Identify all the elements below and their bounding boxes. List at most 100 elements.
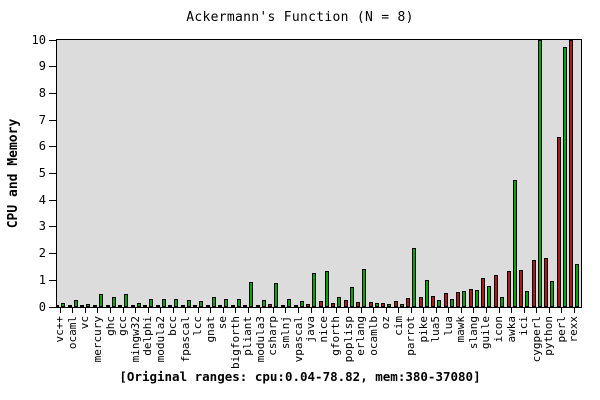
x-axis-label: python: [542, 316, 556, 356]
x-tick-mark: [135, 308, 137, 313]
x-tick-mark: [84, 308, 86, 313]
y-tick-mark: [49, 146, 56, 148]
cpu-bar: [474, 290, 479, 307]
x-axis-label: pike: [416, 316, 430, 343]
x-axis-label: mingw32: [128, 316, 142, 363]
x-axis-label: gforth: [329, 316, 343, 356]
cpu-bar: [399, 304, 404, 307]
x-tick-mark: [410, 308, 412, 313]
cpu-bar: [562, 47, 567, 307]
x-tick-mark: [260, 308, 262, 313]
y-tick-label: 6: [38, 139, 46, 154]
x-tick-mark: [172, 308, 174, 313]
memory-bar: [519, 270, 524, 307]
x-tick-mark: [272, 308, 274, 313]
x-axis-label: csharp: [266, 316, 280, 356]
cpu-bar: [124, 294, 129, 307]
x-axis-label: ghc: [103, 316, 117, 336]
x-tick-mark: [323, 308, 325, 313]
memory-bar: [130, 305, 135, 307]
memory-bar: [456, 292, 461, 307]
x-tick-mark: [222, 308, 224, 313]
cpu-bar: [337, 297, 342, 307]
memory-bar: [531, 260, 536, 307]
cpu-bar: [500, 297, 504, 307]
cpu-bar: [274, 283, 279, 307]
cpu-bar: [249, 282, 254, 307]
x-tick-mark: [122, 308, 124, 313]
memory-bar: [544, 258, 549, 307]
x-tick-mark: [110, 308, 112, 313]
x-tick-mark: [398, 308, 400, 313]
x-tick-mark: [511, 308, 513, 313]
memory-bar: [356, 302, 361, 307]
cpu-bar: [186, 300, 191, 307]
x-axis-label: modula2: [153, 316, 167, 363]
x-tick-mark: [423, 308, 425, 313]
memory-bar: [193, 305, 198, 307]
cpu-bar: [362, 269, 367, 307]
x-axis-label: nice: [316, 316, 330, 343]
x-tick-mark: [335, 308, 337, 313]
memory-bar: [468, 289, 473, 307]
x-axis-label: lcc: [191, 316, 205, 336]
x-tick-mark: [185, 308, 187, 313]
x-axis-label: parrot: [404, 316, 418, 356]
cpu-bar: [312, 273, 317, 307]
memory-bar: [443, 293, 448, 307]
x-tick-mark: [498, 308, 500, 313]
y-tick-label: 9: [38, 59, 46, 74]
memory-bar: [331, 303, 336, 307]
cpu-bar: [73, 300, 78, 307]
y-tick-label: 2: [38, 246, 46, 261]
memory-bar: [268, 304, 273, 307]
memory-bar: [406, 298, 411, 307]
cpu-bar: [199, 301, 204, 307]
y-tick-mark: [49, 119, 56, 121]
y-tick-mark: [49, 279, 56, 281]
x-tick-mark: [473, 308, 475, 313]
cpu-bar: [61, 303, 66, 307]
x-tick-mark: [59, 308, 61, 313]
y-tick-mark: [49, 66, 56, 68]
x-tick-mark: [536, 308, 538, 313]
cpu-bar: [374, 303, 379, 307]
cpu-bar: [437, 300, 442, 307]
memory-bar: [381, 303, 386, 307]
x-axis-label: lua5: [429, 316, 443, 343]
memory-bar: [243, 305, 248, 307]
y-tick-mark: [49, 173, 56, 174]
x-tick-mark: [548, 308, 550, 313]
x-tick-mark: [385, 308, 387, 313]
x-tick-mark: [97, 308, 99, 313]
memory-bar: [67, 305, 72, 307]
cpu-bar: [86, 304, 91, 307]
cpu-bar: [550, 281, 555, 307]
y-tick-label: 4: [38, 192, 46, 207]
x-axis-label: oz: [379, 316, 393, 330]
x-tick-mark: [373, 308, 375, 313]
cpu-bar: [174, 299, 179, 307]
memory-bar: [218, 305, 223, 307]
memory-bar: [180, 305, 185, 307]
x-tick-mark: [448, 308, 450, 313]
cpu-bar: [261, 300, 266, 307]
memory-bar: [318, 301, 323, 307]
x-axis-label: erlang: [354, 316, 368, 356]
x-axis-label: icon: [492, 316, 505, 343]
cpu-bar: [136, 303, 141, 307]
x-tick-mark: [197, 308, 199, 313]
y-tick-label: 5: [38, 166, 46, 180]
memory-bar: [368, 302, 373, 307]
cpu-bar: [412, 248, 417, 307]
x-axis-label: vpascal: [291, 316, 305, 363]
cpu-bar: [387, 304, 392, 307]
x-tick-mark: [310, 308, 312, 313]
memory-bar: [255, 305, 260, 307]
plot-area: [56, 39, 582, 308]
cpu-bar: [512, 180, 517, 307]
x-axis-label: se: [216, 316, 230, 330]
cpu-bar: [98, 294, 103, 307]
memory-bar: [168, 305, 173, 307]
x-axis-label: bcc: [166, 316, 180, 336]
